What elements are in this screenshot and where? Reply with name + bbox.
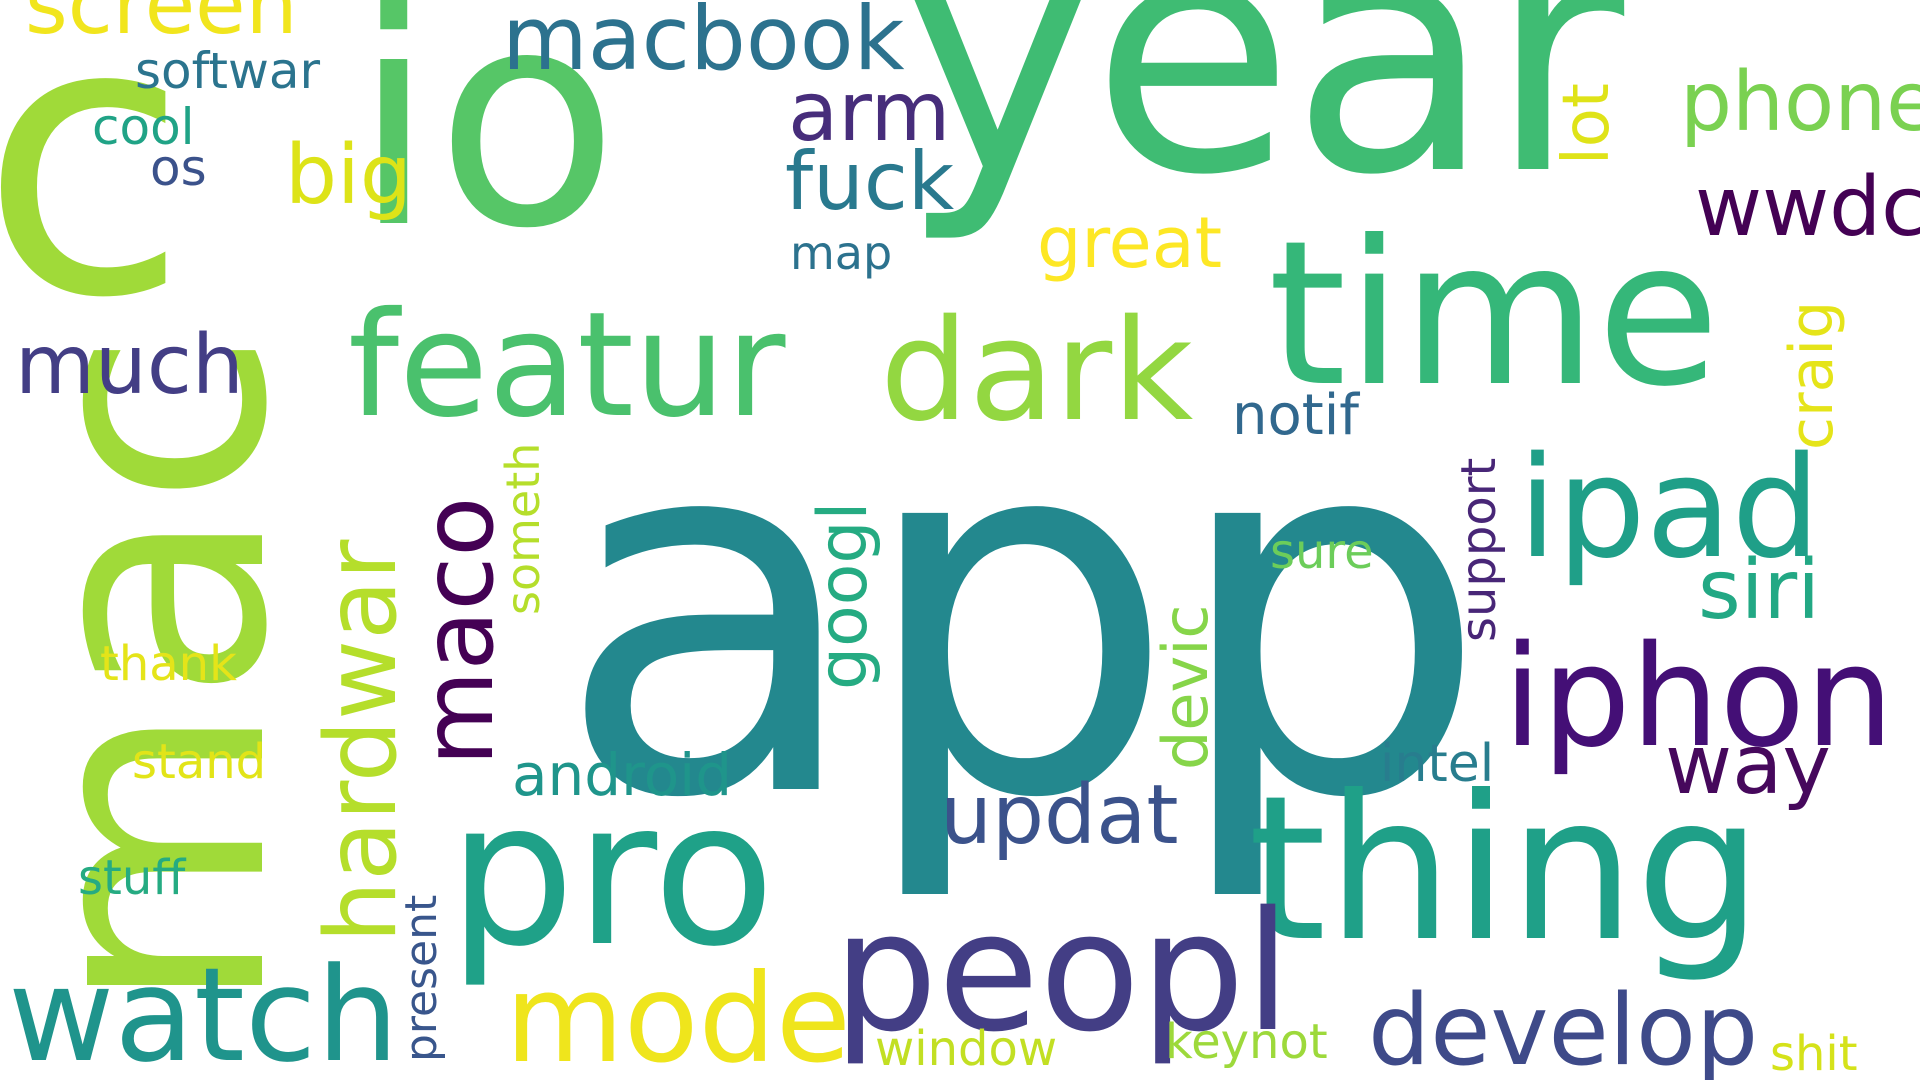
word-thank: thank: [100, 636, 237, 692]
word-macbook: macbook: [502, 0, 905, 90]
word-intel: intel: [1380, 734, 1495, 794]
word-notif: notif: [1232, 383, 1359, 448]
word-craig: craig: [1777, 300, 1847, 450]
word-softwar: softwar: [135, 42, 321, 100]
word-app: app: [555, 321, 1490, 909]
word-hardwar: hardwar: [305, 539, 419, 943]
word-lot: lot: [1550, 82, 1624, 165]
word-pro: pro: [448, 758, 776, 991]
word-window: window: [875, 1021, 1058, 1077]
word-develop: develop: [1368, 974, 1759, 1080]
word-phone: phone: [1680, 55, 1920, 150]
word-stuff: stuff: [78, 850, 186, 906]
word-arm: arm: [788, 65, 951, 160]
word-time: time: [1268, 198, 1720, 431]
word-featur: featur: [348, 281, 786, 450]
word-way: way: [1665, 718, 1831, 813]
word-googl: googl: [804, 501, 883, 690]
word-screen: screen: [25, 0, 298, 53]
word-cool: cool: [92, 98, 195, 156]
word-watch: watch: [8, 939, 399, 1080]
word-support: support: [1451, 457, 1507, 642]
word-updat: updat: [940, 768, 1179, 863]
word-ipad: ipad: [1518, 427, 1821, 590]
word-c: c: [0, 0, 189, 381]
word-devic: devic: [1149, 604, 1222, 770]
word-dark: dark: [880, 290, 1194, 453]
word-great: great: [1037, 202, 1223, 284]
word-peopl: peopl: [833, 876, 1291, 1068]
word-mode: mode: [505, 948, 851, 1080]
word-os: os: [150, 139, 207, 197]
word-wwdc: wwdc: [1695, 160, 1920, 255]
word-shit: shit: [1770, 1026, 1858, 1080]
word-siri: siri: [1698, 543, 1820, 638]
word-stand: stand: [132, 734, 267, 790]
word-fuck: fuck: [785, 135, 955, 228]
word-keynot: keynot: [1165, 1014, 1328, 1070]
word-sure: sure: [1270, 524, 1374, 580]
word-android: android: [512, 741, 733, 809]
word-map: map: [790, 226, 893, 280]
word-big: big: [285, 128, 412, 223]
word-io: io: [352, 0, 619, 294]
word-year: year: [900, 0, 1624, 247]
word-thing: thing: [1248, 753, 1763, 986]
word-maco: maco: [402, 496, 516, 766]
word-much: much: [15, 318, 244, 413]
word-present: present: [396, 894, 447, 1062]
word-someth: someth: [496, 442, 550, 615]
word-iphon: iphon: [1503, 616, 1894, 779]
